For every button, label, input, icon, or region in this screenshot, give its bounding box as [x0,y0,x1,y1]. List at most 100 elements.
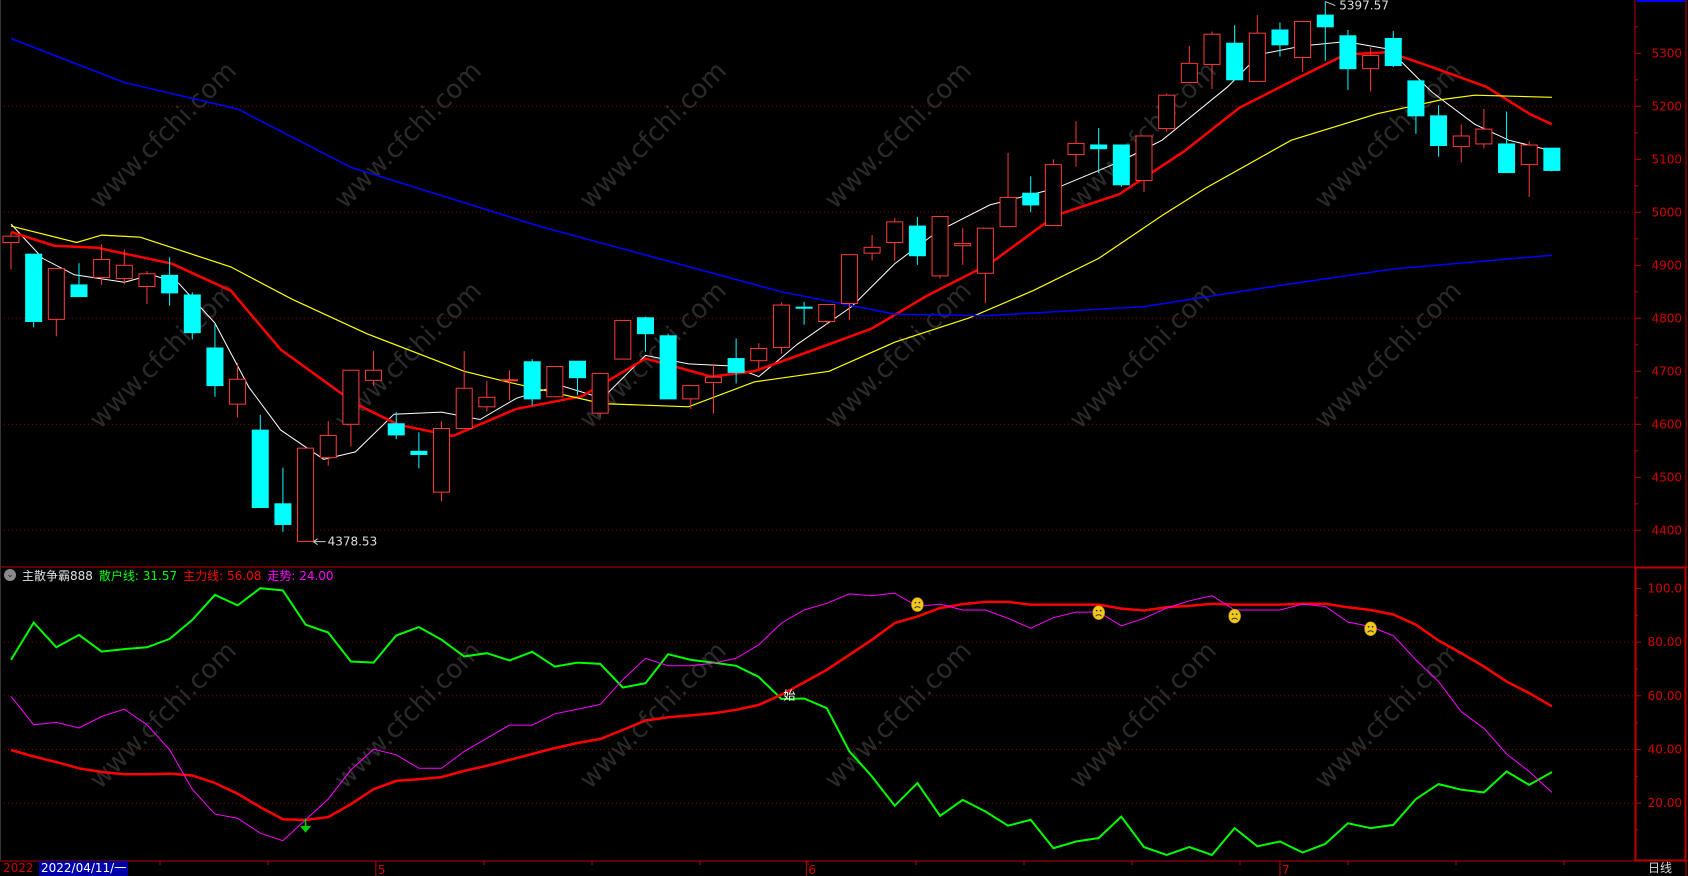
candle[interactable] [1384,31,1402,68]
candle[interactable] [727,338,745,384]
trend-line [10,592,1553,842]
candle[interactable] [161,257,179,306]
month-label: 5 [378,863,386,876]
candle[interactable] [682,385,700,409]
candle-body-up [1248,32,1266,82]
chevron-down-circle-icon[interactable]: ⌄ [4,569,16,581]
candle[interactable] [1090,128,1108,174]
candle[interactable] [274,467,292,532]
candle[interactable] [750,343,768,369]
indicator-tick-label: 100.0 [1648,582,1682,596]
candle-body-up [319,434,337,459]
candle[interactable] [342,369,360,447]
candle[interactable] [387,412,405,440]
candle[interactable] [1543,147,1561,172]
candle[interactable] [591,372,609,417]
candle[interactable] [297,447,315,542]
candle[interactable] [863,235,881,261]
candle[interactable] [1430,105,1448,157]
candle-body-down [387,423,405,436]
candle[interactable] [1294,21,1312,72]
candle[interactable] [1044,159,1062,227]
candle[interactable] [433,421,451,502]
candle[interactable] [1067,121,1085,167]
candle-body-up [297,447,315,542]
candle[interactable] [569,360,586,396]
candle[interactable] [319,421,337,466]
indicator-tick-label: 80.00 [1648,635,1682,649]
candle[interactable] [1112,144,1130,187]
candle[interactable] [1203,31,1221,89]
candle[interactable] [1022,176,1040,213]
candle[interactable] [47,267,65,337]
candle[interactable] [1158,93,1176,132]
candle[interactable] [908,217,926,265]
candle-body-up [1067,142,1085,156]
candle[interactable] [976,227,994,303]
date-axis: 2022 2022/04/11/一 日线 [0,861,1688,876]
retail-line [10,587,1553,857]
candle-body-down [1543,147,1561,171]
price-tick-label: 4500 [1651,470,1682,484]
candle[interactable] [455,351,473,430]
candle[interactable] [410,432,428,469]
candle-body-down [161,274,179,294]
candle[interactable] [1271,22,1289,57]
candle[interactable] [25,253,43,328]
candle-body-down [1090,144,1108,150]
candle[interactable] [115,249,133,285]
grid-lines [0,105,1635,804]
candle[interactable] [1520,141,1538,197]
candle[interactable] [818,304,836,325]
candle[interactable] [1226,25,1244,81]
candle[interactable] [1180,45,1198,83]
candle[interactable] [614,319,632,360]
candle[interactable] [138,271,156,304]
candle[interactable] [1362,47,1380,92]
candle[interactable] [523,359,541,406]
candle[interactable] [1339,29,1357,90]
candle-body-down [1339,35,1357,70]
price-tick-label: 5000 [1651,205,1682,219]
candle-body-up [138,273,156,287]
candle[interactable] [93,244,111,285]
candle[interactable] [1498,111,1516,174]
sad-face-icon [1228,608,1241,624]
candle[interactable] [70,263,88,298]
candle[interactable] [478,380,496,412]
candle[interactable] [1407,80,1425,134]
candle[interactable] [772,302,790,354]
candle[interactable] [954,228,972,265]
candle[interactable] [2,232,20,270]
candle[interactable] [999,152,1017,228]
candle[interactable] [840,254,858,320]
candle[interactable] [1135,135,1153,193]
candle[interactable] [251,414,269,509]
candle[interactable] [1248,15,1266,82]
candle[interactable] [229,362,247,418]
candle[interactable] [704,363,722,414]
candle[interactable] [931,216,949,279]
candle[interactable] [636,316,654,352]
main-line [10,600,1553,822]
candle-body-up [954,243,972,247]
candle-body-up [863,246,881,254]
candle[interactable] [659,333,677,400]
candle[interactable] [365,351,383,386]
candle[interactable] [206,324,224,397]
candle[interactable] [1316,1,1334,61]
candle-body-down [206,347,224,387]
candle[interactable] [1452,124,1470,163]
candle[interactable] [546,366,564,398]
candle[interactable] [501,370,519,401]
high-price-label: 5397.57 [1339,0,1389,13]
candle-body-down [1226,42,1244,81]
candle-body-up [365,369,383,381]
candle[interactable] [1475,108,1493,149]
candle[interactable] [183,292,201,340]
candle[interactable] [795,301,813,325]
period-label[interactable]: 日线 [1648,861,1673,875]
candle[interactable] [886,218,904,261]
